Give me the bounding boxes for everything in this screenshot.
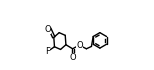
Text: F: F	[45, 47, 50, 56]
Text: O: O	[76, 41, 83, 50]
Text: O: O	[69, 53, 76, 62]
Text: O: O	[45, 25, 51, 34]
